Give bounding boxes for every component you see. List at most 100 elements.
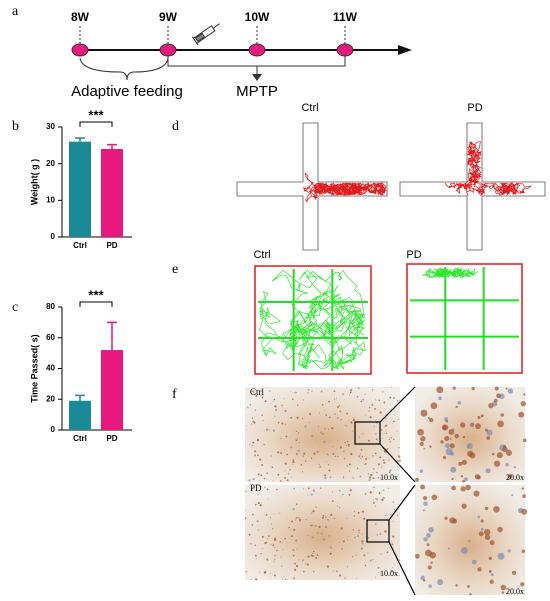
cell [311, 536, 314, 539]
cell [497, 552, 505, 560]
cell [500, 413, 504, 417]
cell [485, 468, 491, 474]
cell [380, 553, 382, 555]
cell [444, 516, 448, 520]
cell [298, 441, 300, 444]
cell [267, 535, 270, 537]
cell [252, 513, 254, 516]
cell [292, 464, 294, 465]
cell [429, 418, 434, 423]
cell [384, 425, 386, 427]
cell [373, 486, 375, 489]
cell [378, 492, 381, 495]
cell [326, 518, 329, 521]
cell [387, 487, 389, 489]
cell [328, 469, 331, 472]
cell [451, 477, 454, 481]
cell [352, 556, 354, 558]
cell [462, 479, 466, 483]
cell [293, 568, 297, 572]
cell [497, 420, 504, 428]
cell [489, 540, 495, 546]
cell [422, 509, 426, 512]
cell [398, 455, 401, 458]
cell [349, 391, 352, 394]
cell [357, 387, 360, 390]
cell [489, 579, 494, 584]
cell [353, 514, 356, 517]
cell [447, 547, 451, 550]
cell [430, 561, 433, 564]
cell [394, 508, 396, 511]
cell [268, 390, 271, 392]
cell [461, 459, 467, 465]
cell [289, 469, 291, 471]
cell [348, 493, 351, 496]
cell [356, 467, 359, 470]
cell [307, 555, 310, 558]
cell [248, 533, 251, 536]
cell [324, 526, 327, 528]
cell [297, 432, 300, 434]
cell [511, 494, 514, 497]
significance-bracket [79, 121, 113, 127]
cell [518, 411, 525, 418]
bar [69, 400, 91, 430]
trace [258, 269, 366, 370]
cell [360, 400, 363, 403]
cell [385, 515, 387, 517]
cell [448, 429, 455, 435]
cell [392, 567, 394, 569]
week-label: 10W [245, 10, 270, 24]
cell [497, 526, 503, 533]
cell [328, 400, 330, 403]
cell [273, 574, 276, 577]
cell [313, 452, 316, 455]
cell [452, 386, 456, 390]
cell [396, 430, 398, 432]
cell [473, 490, 480, 497]
cell [484, 528, 491, 536]
cell [266, 558, 269, 561]
cell [363, 517, 366, 520]
cell [261, 396, 264, 399]
cell [263, 443, 265, 446]
cell [301, 471, 304, 473]
cell [361, 540, 364, 543]
cell [284, 462, 287, 465]
cell [480, 414, 484, 418]
cell [381, 438, 383, 439]
cell [333, 398, 335, 400]
cell [280, 565, 283, 567]
cell [273, 513, 275, 515]
cell [386, 432, 388, 434]
cell [272, 480, 274, 482]
cell [420, 575, 425, 581]
significance-label: *** [88, 107, 104, 122]
cell [375, 433, 377, 435]
cell [505, 387, 508, 390]
cell [264, 400, 267, 403]
zoom-line [379, 386, 416, 423]
cell [396, 399, 399, 402]
cell [336, 397, 338, 399]
cell [414, 553, 420, 559]
cell [296, 404, 299, 406]
y-tick-label: 60 [46, 333, 55, 342]
cell [419, 469, 424, 473]
cell [331, 427, 334, 430]
cell [522, 438, 527, 443]
cell [377, 477, 380, 479]
cell [493, 398, 498, 403]
cell [375, 399, 377, 401]
cell [382, 459, 385, 462]
cell [254, 544, 257, 546]
y-tick-label: 0 [51, 232, 56, 241]
cell [374, 505, 376, 507]
cell [369, 416, 372, 419]
cell [431, 494, 438, 501]
cell [357, 455, 361, 458]
cell [361, 533, 363, 535]
cell [372, 477, 375, 480]
